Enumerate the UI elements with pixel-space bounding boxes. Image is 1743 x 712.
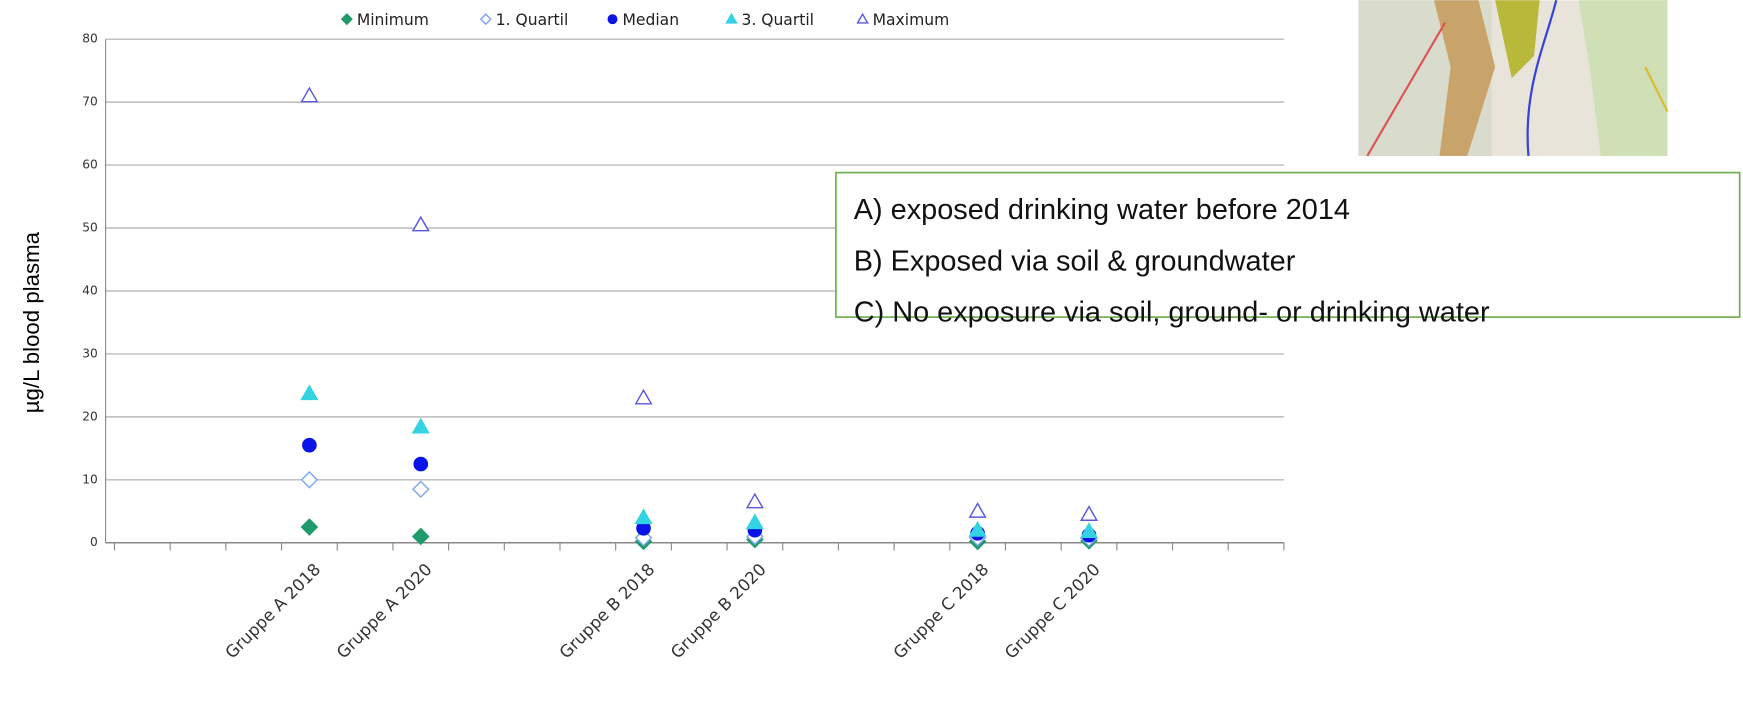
map-thumbnail	[1358, 0, 1667, 156]
annotation-text: C) No exposure via soil, ground- or drin…	[854, 296, 1490, 328]
y-tick-label: 50	[82, 221, 98, 235]
x-tick-label: Gruppe A 2018	[222, 560, 325, 663]
data-point	[302, 88, 318, 102]
y-tick-label: 40	[82, 283, 98, 297]
y-tick-label: 10	[82, 472, 98, 486]
y-tick-label: 60	[82, 158, 98, 172]
legend-marker	[726, 14, 736, 23]
legend-label: 1. Quartil	[496, 11, 569, 29]
annotation-text: A) exposed drinking water before 2014	[854, 194, 1350, 226]
data-point	[747, 515, 763, 529]
chart: µg/L blood plasma 0 10 20 30 40 50 60 70 80 Grupp…	[0, 0, 1743, 712]
data-point	[1081, 507, 1097, 521]
data-point	[413, 419, 429, 433]
legend-label: Minimum	[357, 11, 429, 29]
data-point	[413, 217, 429, 231]
data-point	[302, 386, 318, 400]
y-tick-label: 0	[90, 535, 98, 549]
data-point	[747, 494, 763, 508]
y-tick-label: 30	[82, 346, 98, 360]
x-tick-label: Gruppe A 2020	[333, 560, 436, 663]
data-point	[302, 519, 318, 535]
y-tick-label: 80	[82, 32, 98, 46]
y-tick-label: 70	[82, 95, 98, 109]
legend-label: 3. Quartil	[741, 11, 814, 29]
data-point	[636, 510, 652, 524]
y-tick-label: 20	[82, 409, 98, 423]
data-point	[413, 481, 429, 497]
legend-marker	[481, 14, 491, 24]
x-tick-label: Gruppe B 2018	[556, 560, 659, 663]
legend-marker	[608, 15, 617, 24]
data-point	[303, 439, 316, 452]
x-tick-label: Gruppe C 2018	[890, 560, 993, 663]
data-point	[302, 472, 318, 488]
page: µg/L blood plasma 0 10 20 30 40 50 60 70 80 Grupp…	[0, 0, 1743, 712]
data-point	[414, 457, 427, 470]
annotation-text: B) Exposed via soil & groundwater	[854, 245, 1296, 277]
legend-marker	[858, 14, 868, 23]
y-axis-label: µg/L blood plasma	[19, 231, 44, 413]
data-point	[970, 503, 986, 517]
legend-label: Maximum	[873, 11, 950, 29]
data-point	[413, 529, 429, 545]
x-tick-label: Gruppe C 2020	[1001, 560, 1104, 663]
legend-marker	[342, 14, 352, 24]
data-point	[636, 390, 652, 404]
x-tick-label: Gruppe B 2020	[667, 560, 770, 663]
legend-label: Median	[623, 11, 680, 29]
